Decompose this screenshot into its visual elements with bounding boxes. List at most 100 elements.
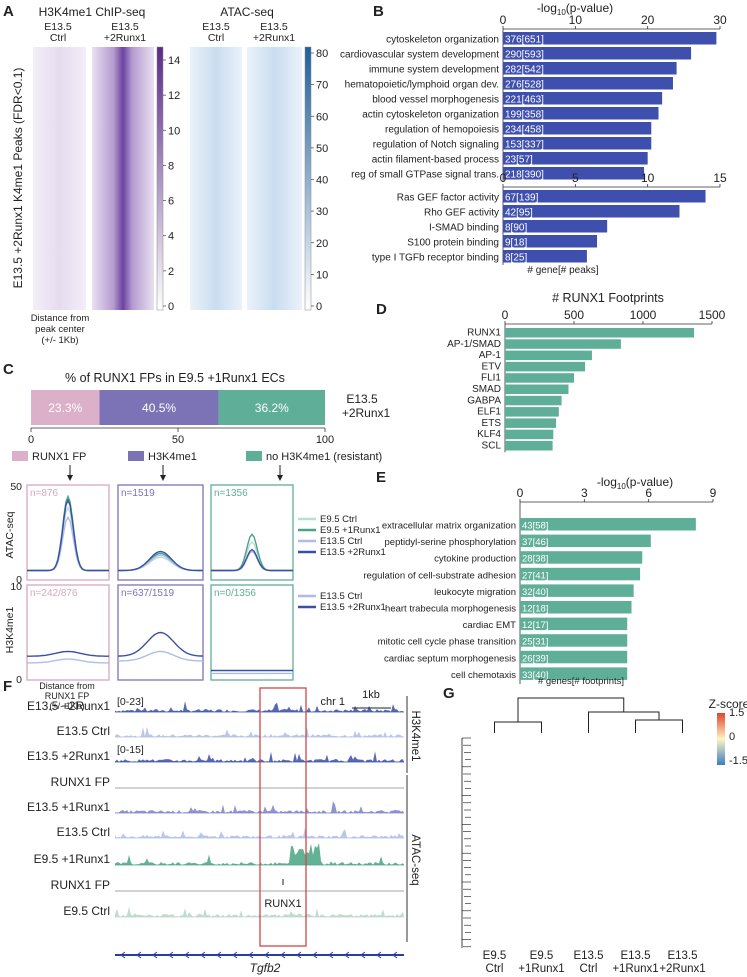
category-label: FLI1 — [481, 373, 501, 384]
bar — [503, 77, 673, 90]
gene-strand-arrow — [376, 951, 382, 959]
bar-data-label: 9[18] — [505, 238, 527, 249]
profile-line-k4 — [118, 650, 203, 662]
bar — [503, 122, 652, 135]
z-colorbar — [717, 713, 725, 765]
track-signal — [115, 701, 404, 712]
category-label: regulation of cell-substrate adhesion — [363, 570, 516, 581]
track-label: RUNX1 FP — [51, 878, 110, 892]
column-label-2: +2Runx1 — [659, 963, 705, 975]
category-label: type I TGFb receptor binding — [372, 253, 499, 264]
panel-g: G E9.5CtrlE9.5+1Runx1E13.5CtrlE13.5+1Run… — [443, 685, 747, 975]
stacked-segment — [218, 390, 325, 425]
bar-data-label: 43[58] — [522, 521, 548, 532]
profile-line-atac — [118, 550, 203, 572]
bar — [520, 534, 651, 548]
track-signal — [115, 843, 404, 865]
footnote-label: # gene[# peaks] — [527, 265, 598, 276]
x-tick-label: 10 — [641, 171, 655, 185]
atac-heatmap-ctrl — [190, 47, 242, 310]
arrow-head — [160, 475, 166, 481]
panel-letter-a: A — [3, 3, 14, 20]
panel-letter-c: C — [3, 361, 14, 378]
atac-ymin-label: 0 — [16, 574, 22, 586]
gene-label: Tgfb2 — [250, 961, 281, 975]
bar — [505, 418, 557, 428]
bar — [505, 395, 562, 406]
legend-label: no H3K4me1 (resistant) — [266, 451, 382, 463]
bar — [505, 384, 569, 394]
profile-box-atac — [117, 484, 204, 581]
profile-line-k4 — [27, 650, 109, 657]
arrow-head — [277, 475, 283, 481]
panel-letter-d: D — [376, 301, 387, 318]
gene-strand-arrow — [312, 951, 318, 959]
category-label: GABPA — [467, 395, 501, 406]
panel-c-profiles: n=876 n=242/876 n=1519 n=637/1519 n=1356 n=0/… — [4, 481, 386, 711]
atac-side-label: ATAC-seq — [409, 834, 421, 885]
k4-ylabel: H3K4me1 — [4, 607, 16, 654]
profile-xlabel: RUNX1 FP — [45, 691, 90, 701]
chip-heatmap-runx — [92, 47, 154, 310]
bar-data-label: 8[25] — [505, 253, 527, 264]
track-label: E13.5 +2Runx1 — [27, 699, 110, 713]
gene-strand-arrow — [184, 951, 190, 959]
category-label: S100 protein binding — [407, 238, 499, 249]
panel-letter-b: B — [373, 3, 384, 20]
segment-label: 40.5% — [142, 401, 176, 415]
chrom-label: chr 1 — [321, 696, 345, 708]
profile-xlabel: (+/- 1Kb) — [49, 701, 84, 711]
x-tick-label: 0 — [502, 308, 509, 322]
column-dendrogram-branch — [517, 697, 625, 722]
column-dendrogram-branch — [588, 711, 660, 733]
bar — [505, 441, 553, 451]
panel-d-chart: 0 500 1000 1500 RUNX1AP-1/SMADAP-1ETVFLI1SMA… — [447, 291, 726, 453]
legend-label: E9.5 Ctrl — [320, 514, 357, 525]
gene-strand-arrow — [152, 951, 158, 959]
atac-tick-label: 40 — [316, 175, 328, 187]
panel-a-xlabel-1: Distance from — [31, 313, 90, 324]
bar-data-label: 12[18] — [522, 604, 548, 615]
bar-data-label: 37[46] — [522, 537, 548, 548]
panel-a-ylabel: E13.5 +2Runx1 K4me1 Peaks (FDR<0.1) — [11, 68, 25, 289]
category-label: extracellular matrix organization — [382, 521, 516, 532]
col-label-chip-ctrl-1: E13.5 — [44, 21, 72, 33]
column-label-1: E9.5 — [483, 950, 507, 962]
chip-tick-label: 12 — [168, 90, 180, 102]
bar-data-label: 376[651] — [505, 35, 544, 46]
bar — [520, 667, 628, 680]
category-label: mitotic cell cycle phase transition — [378, 637, 516, 648]
col-label-chip-ctrl-2: Ctrl — [50, 32, 66, 44]
atac-tick-label: 50 — [316, 143, 328, 155]
k4-range-label: [0-23] — [117, 696, 144, 708]
gene-strand-arrow — [296, 951, 302, 959]
bar-data-label: 276[528] — [505, 80, 544, 91]
panel-b-top-chart: 0 10 20 30 cytoskeleton organization 376[651]… — [340, 13, 727, 182]
atac-colorbar-ticks: 80 70 60 50 40 30 20 10 0 — [311, 48, 328, 313]
col-label-atac-runx-1: E13.5 — [260, 21, 288, 33]
profile-line-atac — [118, 556, 203, 572]
category-label: KLF4 — [477, 429, 501, 440]
bar-data-label: 218[390] — [505, 170, 544, 181]
column-label-1: E13.5 — [667, 950, 697, 962]
gene-strand-arrow — [360, 951, 366, 959]
col-label-atac-ctrl-1: E13.5 — [202, 21, 230, 33]
panel-b-bottom-chart: 0 5 10 15 Ras GEF factor activity 67[139] Rho … — [372, 171, 727, 276]
stacked-segment — [99, 390, 219, 425]
bar-data-label: 67[139] — [505, 193, 539, 204]
atac-title: ATAC-seq — [220, 5, 274, 19]
bar-data-label: 290[593] — [505, 50, 544, 61]
gene-strand-arrow — [392, 951, 398, 959]
col-label-atac-ctrl-2: Ctrl — [208, 32, 224, 44]
x-tick-label: 6 — [645, 486, 652, 500]
bar — [520, 601, 632, 614]
category-label: blood vessel morphogenesis — [372, 95, 499, 106]
c-side-label-2: +2Runx1 — [342, 406, 391, 420]
bar — [503, 250, 587, 263]
bar — [505, 361, 586, 372]
profile-line-atac — [27, 515, 109, 572]
bar — [520, 584, 634, 597]
chip-colorbar-ticks: 14 12 10 8 6 4 2 0 — [163, 55, 180, 313]
category-label: SCL — [482, 441, 502, 452]
